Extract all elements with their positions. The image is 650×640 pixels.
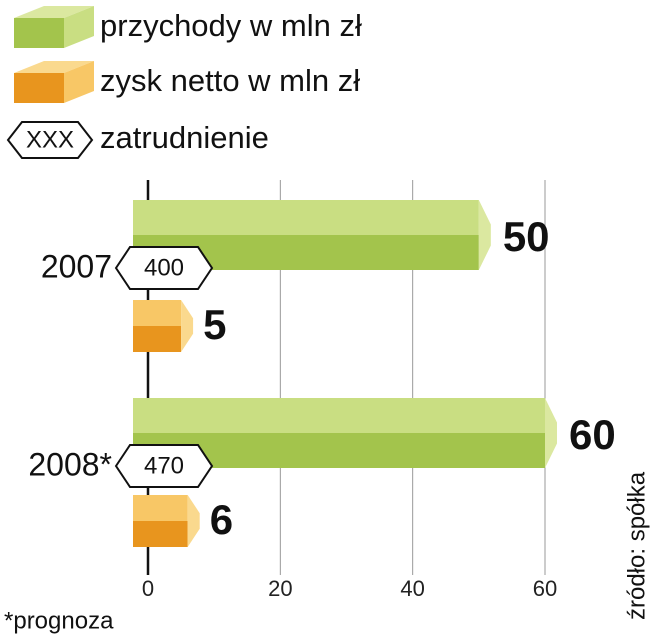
category-label: 2008* xyxy=(28,446,112,482)
cube-side xyxy=(64,6,94,48)
employment-label: 470 xyxy=(144,452,184,479)
cube-front xyxy=(14,18,64,48)
cube-top xyxy=(14,61,94,73)
employment-label: 400 xyxy=(144,254,184,281)
category-label: 2007 xyxy=(41,248,112,284)
x-tick-label: 60 xyxy=(533,576,557,601)
bar-front xyxy=(133,521,188,547)
bar-cap xyxy=(545,398,557,468)
bar-top xyxy=(133,495,188,521)
cube-side xyxy=(64,61,94,103)
cube-front xyxy=(14,73,64,103)
legend-label: zysk netto w mln zł xyxy=(100,63,360,98)
bar xyxy=(133,200,491,270)
legend-icon xyxy=(14,61,94,103)
bar-top xyxy=(133,398,545,433)
legend-label: zatrudnienie xyxy=(100,120,269,155)
value-label: 50 xyxy=(503,213,550,260)
value-label: 5 xyxy=(203,301,226,348)
x-tick-label: 20 xyxy=(268,576,292,601)
employment-hex xyxy=(114,246,214,290)
bar xyxy=(133,495,200,547)
bar-top xyxy=(133,300,182,326)
bar-top xyxy=(133,200,479,235)
footnote: *prognoza xyxy=(4,607,114,634)
legend-icon xyxy=(14,6,94,48)
bar xyxy=(133,300,194,352)
employment-hex xyxy=(114,444,214,488)
bar-cap xyxy=(478,200,491,270)
value-label: 6 xyxy=(210,496,233,543)
legend-label: przychody w mln zł xyxy=(100,8,362,43)
bar xyxy=(133,398,557,468)
value-label: 60 xyxy=(569,411,616,458)
bar-front xyxy=(133,326,182,352)
bar-cap xyxy=(187,495,200,547)
bar-cap xyxy=(181,300,194,352)
legend-hex-label: XXX xyxy=(26,126,74,153)
x-tick-label: 40 xyxy=(400,576,424,601)
cube-top xyxy=(14,6,94,18)
legend-hex xyxy=(6,121,94,159)
source: źródło: spółka xyxy=(623,471,650,620)
x-tick-label: 0 xyxy=(142,576,154,601)
